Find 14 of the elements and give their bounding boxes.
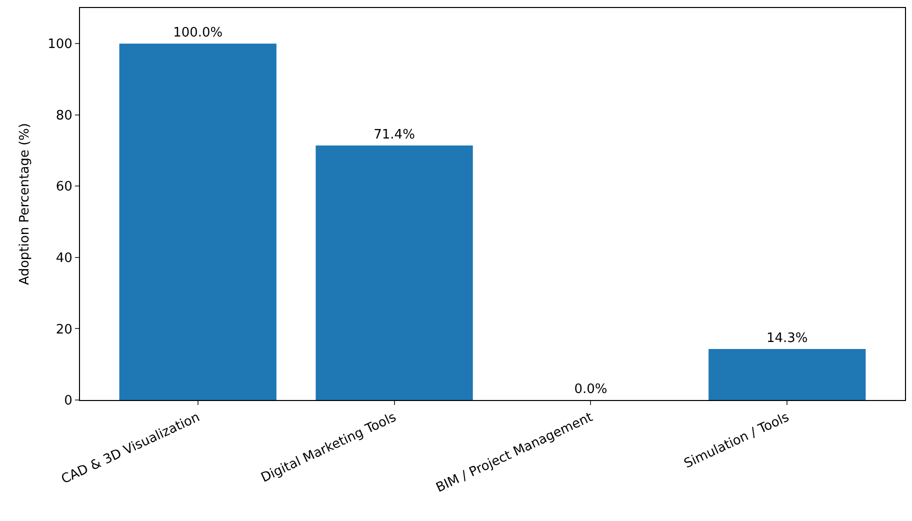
data-label: 0.0% xyxy=(574,382,608,397)
bar xyxy=(708,349,866,400)
bar xyxy=(316,146,473,400)
y-tick-label: 40 xyxy=(56,251,72,266)
data-label: 71.4% xyxy=(374,128,415,143)
y-tick-label: 0 xyxy=(64,394,72,409)
y-axis-title: Adoption Percentage (%) xyxy=(18,123,33,285)
data-label: 100.0% xyxy=(173,26,223,41)
bar xyxy=(119,44,276,400)
y-tick-label: 100 xyxy=(48,37,72,52)
data-label: 14.3% xyxy=(766,331,808,346)
y-tick-label: 60 xyxy=(56,180,72,195)
y-tick-label: 80 xyxy=(56,108,72,124)
y-tick-label: 20 xyxy=(56,322,72,338)
